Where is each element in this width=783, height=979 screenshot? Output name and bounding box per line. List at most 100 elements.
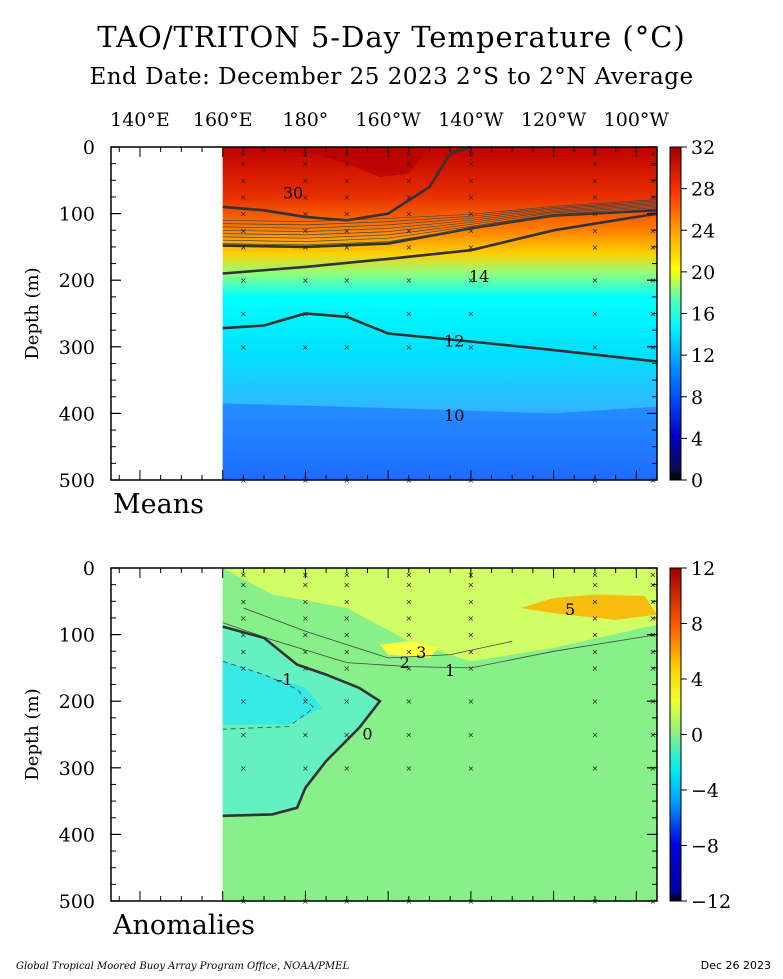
thermocline-contour [222,200,658,226]
anomaly-contour-2 [243,607,513,659]
strong-negative-anomaly-shading [222,661,322,725]
positive-anomaly-shading [222,568,657,662]
buoy-marker: × [343,226,350,235]
buoy-marker: × [302,176,309,185]
buoy-marker: × [302,226,309,235]
buoy-marker: × [468,176,475,185]
buoy-marker: × [592,310,599,319]
buoy-marker: × [592,160,599,169]
contour-label: 5 [565,600,575,619]
y-tick-label: 500 [59,470,95,492]
buoy-marker: × [405,664,412,673]
colorbar-tick-label: 8 [691,387,703,409]
isotherm-14 [222,212,658,275]
warm-pool-shading [222,147,430,177]
buoy-marker: × [240,631,247,640]
colorbar-tick-label: 32 [691,137,715,159]
buoy-marker: × [468,243,475,252]
buoy-marker: × [343,581,350,590]
x-tick-label: 100°W [604,109,670,131]
buoy-marker: × [405,243,412,252]
buoy-marker: × [405,581,412,590]
buoy-marker: × [405,210,412,219]
buoy-marker: × [405,764,412,773]
buoy-marker: × [592,343,599,352]
buoy-marker: × [405,193,412,202]
colorbar-tick-label: 24 [691,220,715,242]
buoy-marker: × [343,176,350,185]
buoy-marker: × [592,210,599,219]
x-tick-label: 160°W [355,109,421,131]
buoy-marker: × [468,310,475,319]
buoy-marker: × [468,276,475,285]
panel-label: Anomalies [112,910,255,941]
buoy-marker: × [468,193,475,202]
colorbar-tick-label: −8 [691,836,719,858]
issue-date: Dec 26 2023 [700,959,771,972]
buoy-marker: × [343,697,350,706]
deep-water-shading [222,403,657,480]
buoy-marker: × [240,581,247,590]
buoy-marker: × [240,226,247,235]
buoy-marker: × [240,764,247,773]
colorbar-tick-label: 4 [691,669,703,691]
buoy-marker: × [592,581,599,590]
buoy-marker: × [343,631,350,640]
panel-label: Means [113,489,204,520]
thermocline-contour [222,199,658,222]
means-panel: × × × × × × × × × × × × × × × × × × × × × × × × × × × × × × × × × × × × × × × ×… [22,109,715,520]
colorbar-tick-label: −4 [691,780,719,802]
isotherm-12 [222,312,658,363]
buoy-marker: × [302,160,309,169]
buoy-marker: × [302,764,309,773]
thermocline-contour [222,205,658,239]
buoy-marker: × [592,731,599,740]
buoy-marker: × [592,193,599,202]
buoy-marker: × [240,571,247,580]
buoy-marker: × [405,160,412,169]
contour-label: 10 [444,406,464,425]
buoy-marker: × [592,631,599,640]
buoy-marker: × [240,614,247,623]
buoy-marker: × [302,697,309,706]
buoy-marker: × [592,276,599,285]
anomaly-contour-minus-1 [222,660,315,730]
y-axis-label: Depth (m) [22,688,43,780]
buoy-marker: × [468,631,475,640]
buoy-marker: × [592,697,599,706]
colorbar-tick-label: 8 [691,614,703,636]
buoy-marker: × [468,731,475,740]
buoy-marker: × [240,210,247,219]
buoy-marker: × [240,276,247,285]
y-tick-label: 0 [83,558,95,580]
buoy-marker: × [592,614,599,623]
buoy-marker: × [302,581,309,590]
buoy-marker: × [592,597,599,606]
buoy-marker: × [302,243,309,252]
buoy-marker: × [592,764,599,773]
colorbar-tick-label: 12 [691,558,715,580]
strong-positive-anomaly-shading [520,594,657,620]
y-tick-label: 400 [59,403,95,425]
contour-label: 30 [283,184,303,203]
buoy-marker: × [405,226,412,235]
contour-label: 12 [444,331,464,350]
buoy-marker: × [343,343,350,352]
isotherm-30 [222,145,472,222]
y-tick-label: 0 [83,137,95,159]
buoy-marker: × [343,571,350,580]
buoy-marker: × [302,193,309,202]
buoy-marker: × [343,664,350,673]
buoy-marker: × [468,614,475,623]
buoy-marker: × [240,243,247,252]
buoy-marker: × [240,664,247,673]
buoy-marker: × [240,176,247,185]
chart-title: TAO/TRITON 5-Day Temperature (°C) [97,20,686,54]
buoy-marker: × [405,150,412,159]
y-tick-label: 300 [59,337,95,359]
thermocline-contour [222,204,658,236]
buoy-marker: × [302,664,309,673]
buoy-marker: × [405,597,412,606]
buoy-marker: × [468,226,475,235]
